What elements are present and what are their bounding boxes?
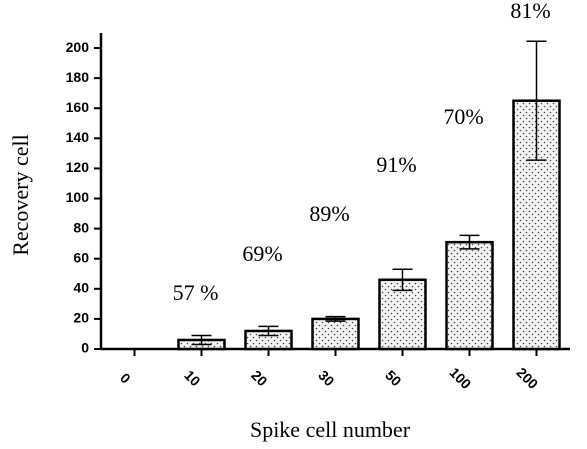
x-tick-label: 30 (315, 367, 337, 389)
y-tick-label: 40 (73, 280, 89, 296)
y-tick-label: 100 (66, 189, 90, 205)
y-tick-label: 80 (73, 219, 89, 235)
y-tick-label: 200 (66, 39, 90, 55)
annotation: 69% (242, 241, 282, 266)
y-tick-label: 140 (66, 129, 90, 145)
x-axis-label: Spike cell number (250, 417, 411, 442)
y-axis-label: Recovery cell (8, 134, 33, 256)
annotation: 91% (376, 152, 416, 177)
y-tick-label: 160 (66, 99, 90, 115)
x-tick-label: 50 (382, 367, 404, 389)
annotation: 81% (510, 0, 550, 23)
x-tick-label: 100 (447, 364, 475, 392)
x-tick-label: 20 (248, 367, 270, 389)
annotation: 70% (443, 104, 483, 129)
y-tick-label: 120 (66, 159, 90, 175)
y-tick-label: 0 (81, 340, 89, 356)
x-tick-label: 0 (117, 370, 134, 387)
bar (311, 317, 360, 351)
annotation: 57 % (173, 280, 219, 305)
y-tick-label: 180 (66, 69, 90, 85)
x-tick-label: 10 (181, 367, 203, 389)
y-tick-label: 20 (73, 310, 89, 326)
x-tick-label: 200 (514, 364, 542, 392)
bar (445, 240, 494, 351)
bar (378, 278, 427, 351)
annotation: 89% (309, 201, 349, 226)
y-tick-label: 60 (73, 249, 89, 265)
